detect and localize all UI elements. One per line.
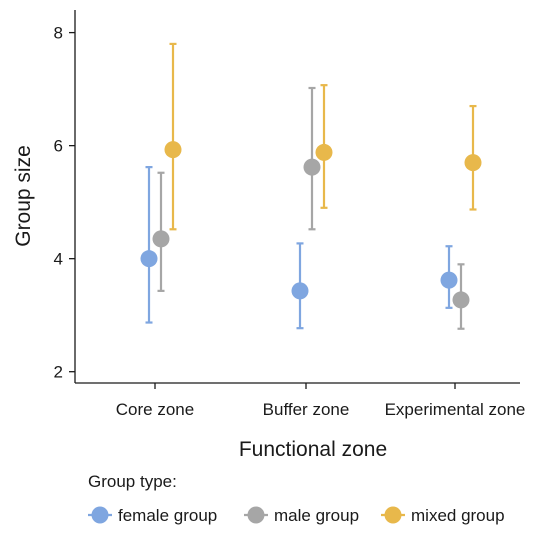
point-mixed-group-core-zone	[164, 141, 182, 159]
y-tick-label-6: 6	[54, 137, 63, 156]
plot-area	[140, 42, 482, 330]
point-male-group-buffer-zone	[303, 158, 321, 176]
point-male-group-experimental-zone	[452, 291, 470, 309]
legend-label-female-group: female group	[118, 506, 217, 525]
legend-label-male-group: male group	[274, 506, 359, 525]
x-tick-label-core-zone: Core zone	[116, 400, 194, 419]
legend-key-male-group	[244, 506, 268, 524]
x-tick-label-buffer-zone: Buffer zone	[263, 400, 350, 419]
legend-key-mixed-group	[381, 506, 405, 524]
point-mixed-group-experimental-zone	[464, 154, 482, 172]
point-female-group-buffer-zone	[291, 282, 309, 300]
error-bar-mixed-group-core-zone	[169, 42, 177, 231]
point-female-group-experimental-zone	[440, 271, 458, 289]
x-tick-label-experimental-zone: Experimental zone	[385, 400, 526, 419]
legend-key-female-group	[88, 506, 112, 524]
y-tick-label-4: 4	[54, 250, 63, 269]
legend-key-marker	[91, 506, 109, 524]
legend-title: Group type:	[88, 472, 177, 491]
point-female-group-core-zone	[140, 250, 158, 268]
point-mixed-group-buffer-zone	[315, 143, 333, 161]
legend-label-mixed-group: mixed group	[411, 506, 505, 525]
legend-key-marker	[384, 506, 402, 524]
y-axis: 2 4 6 8	[54, 10, 76, 383]
y-axis-title: Group size	[12, 145, 35, 247]
point-male-group-core-zone	[152, 230, 170, 248]
y-tick-label-8: 8	[54, 24, 63, 43]
legend: female group male group mixed group	[88, 506, 505, 525]
error-bar-female-group-core-zone	[145, 166, 153, 324]
x-axis-title: Functional zone	[239, 438, 387, 461]
legend-key-marker	[247, 506, 265, 524]
y-tick-label-2: 2	[54, 363, 63, 382]
x-axis: Core zone Buffer zone Experimental zone	[75, 382, 526, 419]
